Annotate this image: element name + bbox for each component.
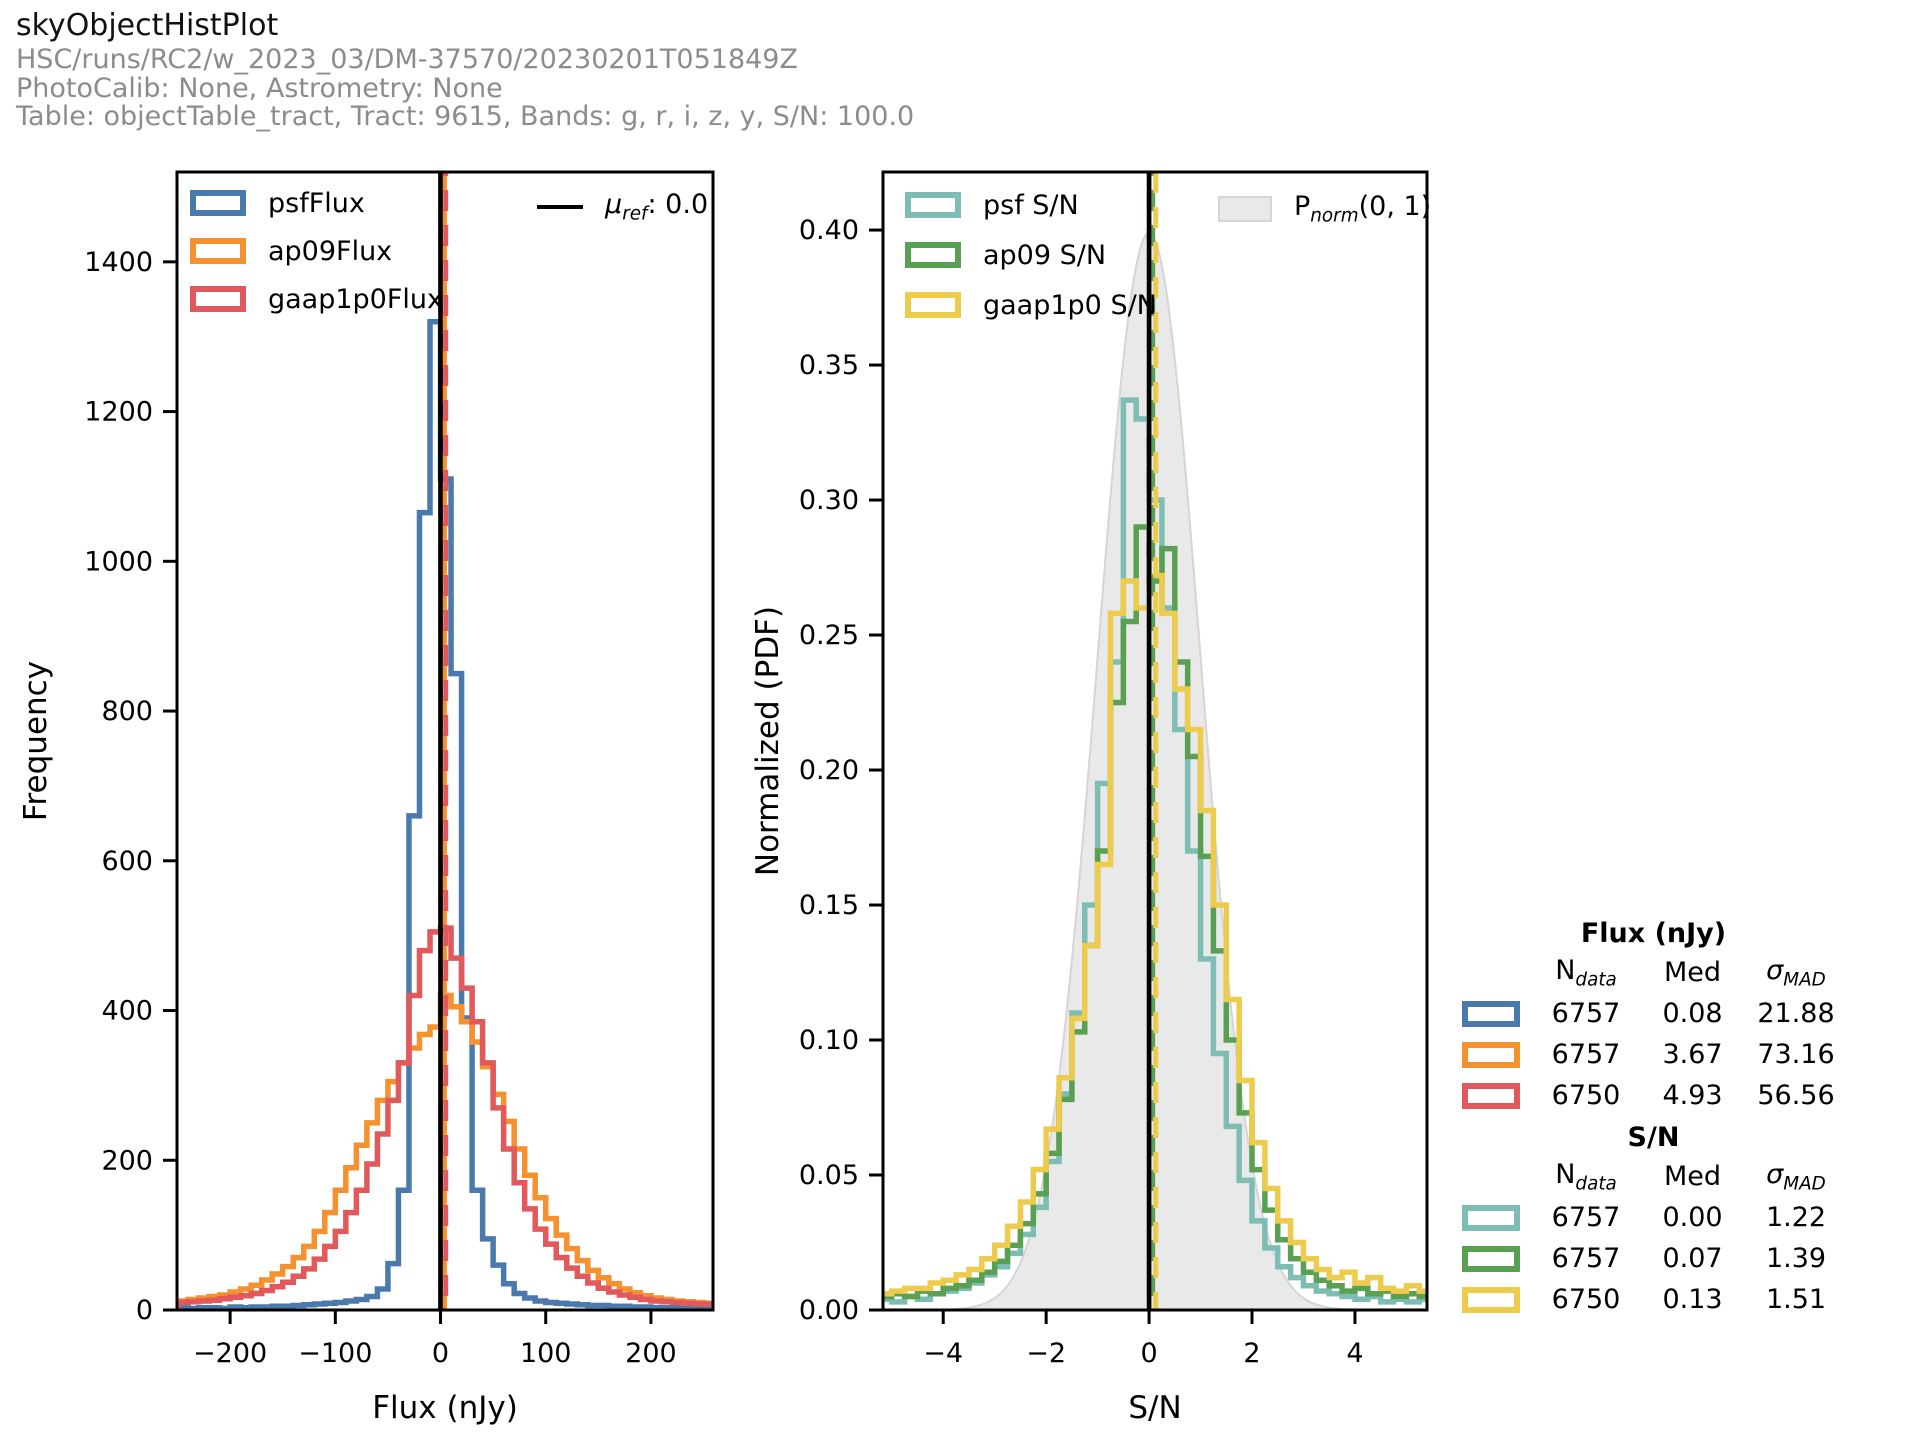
svg-text:0.10: 0.10 bbox=[799, 1025, 859, 1056]
table-cell: 0.13 bbox=[1662, 1284, 1723, 1315]
subtitle-run: HSC/runs/RC2/w_2023_03/DM-37570/20230201… bbox=[16, 44, 798, 75]
svg-text:0.05: 0.05 bbox=[799, 1160, 859, 1191]
sn-row-psf-swatch-icon bbox=[1455, 1197, 1527, 1238]
svg-text:0.35: 0.35 bbox=[799, 350, 859, 381]
table-cell: 6757 bbox=[1551, 1202, 1621, 1233]
legend-mu-ref: μref: 0.0 bbox=[537, 189, 709, 225]
legend-pnorm: Pnorm(0, 1) bbox=[1218, 191, 1432, 227]
flux-row-ap09-swatch-icon bbox=[1455, 1034, 1527, 1075]
svg-text:1200: 1200 bbox=[84, 397, 153, 428]
ref-line-swatch-icon bbox=[537, 205, 583, 209]
table-cell: 0.00 bbox=[1662, 1202, 1723, 1233]
svg-text:0.00: 0.00 bbox=[799, 1295, 859, 1326]
svg-text:0: 0 bbox=[136, 1295, 153, 1326]
legend-flux: psfFlux ap09Flux gaap1p0Flux bbox=[190, 186, 443, 316]
ap09-sn-swatch-icon bbox=[905, 242, 961, 268]
table-cell: 4.93 bbox=[1662, 1080, 1723, 1111]
legend-item-psf-sn: psf S/N bbox=[905, 188, 1157, 222]
svg-text:4: 4 bbox=[1346, 1338, 1363, 1369]
legend-item-ap09-sn: ap09 S/N bbox=[905, 238, 1157, 272]
table-cell: 6757 bbox=[1551, 1243, 1621, 1274]
svg-text:0.30: 0.30 bbox=[799, 485, 859, 516]
legend-item-ap09flux: ap09Flux bbox=[190, 234, 443, 268]
table-cell: 1.22 bbox=[1765, 1202, 1827, 1233]
svg-text:100: 100 bbox=[520, 1338, 572, 1369]
table-cell: 1.51 bbox=[1765, 1284, 1827, 1315]
table-cell: 6757 bbox=[1551, 998, 1621, 1029]
x-axis-label-flux: Flux (nJy) bbox=[372, 1390, 518, 1426]
sn-col-sigma: σMAD bbox=[1766, 1158, 1826, 1195]
psf-sn-swatch-icon bbox=[905, 192, 961, 218]
subtitle-table-info: Table: objectTable_tract, Tract: 9615, B… bbox=[16, 101, 915, 132]
svg-text:−200: −200 bbox=[193, 1338, 267, 1369]
svg-text:0.15: 0.15 bbox=[799, 890, 859, 921]
table-cell: 3.67 bbox=[1662, 1039, 1723, 1070]
table-cell: 6757 bbox=[1551, 1039, 1621, 1070]
svg-text:0.20: 0.20 bbox=[799, 755, 859, 786]
svg-text:−4: −4 bbox=[923, 1338, 963, 1369]
svg-text:600: 600 bbox=[101, 846, 153, 877]
gaap1p0-sn-swatch-icon bbox=[905, 292, 961, 318]
table-cell: 56.56 bbox=[1757, 1080, 1835, 1111]
svg-text:1400: 1400 bbox=[84, 247, 153, 278]
svg-text:2: 2 bbox=[1243, 1338, 1260, 1369]
svg-text:200: 200 bbox=[101, 1145, 153, 1176]
psfflux-swatch-icon bbox=[190, 190, 246, 216]
x-axis-label-sn: S/N bbox=[1128, 1390, 1182, 1426]
subtitle-calib: PhotoCalib: None, Astrometry: None bbox=[16, 73, 503, 104]
svg-text:200: 200 bbox=[625, 1338, 677, 1369]
svg-text:0.40: 0.40 bbox=[799, 215, 859, 246]
sn-row-ap09-swatch-icon bbox=[1455, 1238, 1527, 1279]
flux-table-title: Flux (nJy) bbox=[1580, 918, 1727, 949]
svg-text:1000: 1000 bbox=[84, 546, 153, 577]
table-cell: 1.39 bbox=[1765, 1243, 1827, 1274]
stats-table-flux: Flux (nJy) Ndata Med σMAD 6757 0.08 21.8… bbox=[1455, 918, 1852, 1116]
legend-item-psfflux: psfFlux bbox=[190, 186, 443, 220]
gaap1p0flux-swatch-icon bbox=[190, 286, 246, 312]
sn-table-title: S/N bbox=[1627, 1122, 1680, 1153]
ap09flux-swatch-icon bbox=[190, 238, 246, 264]
page-title: skyObjectHistPlot bbox=[16, 8, 279, 43]
pnorm-label: Pnorm(0, 1) bbox=[1294, 191, 1432, 227]
legend-item-gaap1p0-sn: gaap1p0 S/N bbox=[905, 288, 1157, 322]
table-cell: 0.08 bbox=[1662, 998, 1723, 1029]
table-cell: 0.07 bbox=[1662, 1243, 1723, 1274]
table-cell: 73.16 bbox=[1757, 1039, 1835, 1070]
sn-col-ndata: Ndata bbox=[1555, 1158, 1617, 1195]
svg-text:−2: −2 bbox=[1026, 1338, 1066, 1369]
pnorm-swatch-icon bbox=[1218, 196, 1272, 222]
svg-text:−100: −100 bbox=[298, 1338, 372, 1369]
table-cell: 6750 bbox=[1551, 1284, 1621, 1315]
svg-text:0: 0 bbox=[1140, 1338, 1157, 1369]
legend-sn: psf S/N ap09 S/N gaap1p0 S/N bbox=[905, 188, 1157, 322]
mu-ref-label: μref: 0.0 bbox=[605, 189, 709, 225]
svg-text:400: 400 bbox=[101, 996, 153, 1027]
sn-col-med: Med bbox=[1663, 1161, 1722, 1192]
table-cell: 6750 bbox=[1551, 1080, 1621, 1111]
flux-col-sigma: σMAD bbox=[1766, 954, 1826, 991]
flux-row-psf-swatch-icon bbox=[1455, 993, 1527, 1034]
flux-col-ndata: Ndata bbox=[1555, 954, 1617, 991]
table-cell: 21.88 bbox=[1757, 998, 1835, 1029]
svg-text:800: 800 bbox=[101, 696, 153, 727]
stats-table-sn: S/N Ndata Med σMAD 6757 0.00 1.22 6757 0… bbox=[1455, 1122, 1852, 1320]
legend-item-gaap1p0flux: gaap1p0Flux bbox=[190, 282, 443, 316]
flux-col-med: Med bbox=[1663, 957, 1722, 988]
svg-text:0: 0 bbox=[432, 1338, 449, 1369]
sn-row-gaap-swatch-icon bbox=[1455, 1279, 1527, 1320]
flux-row-gaap-swatch-icon bbox=[1455, 1075, 1527, 1116]
svg-text:0.25: 0.25 bbox=[799, 620, 859, 651]
